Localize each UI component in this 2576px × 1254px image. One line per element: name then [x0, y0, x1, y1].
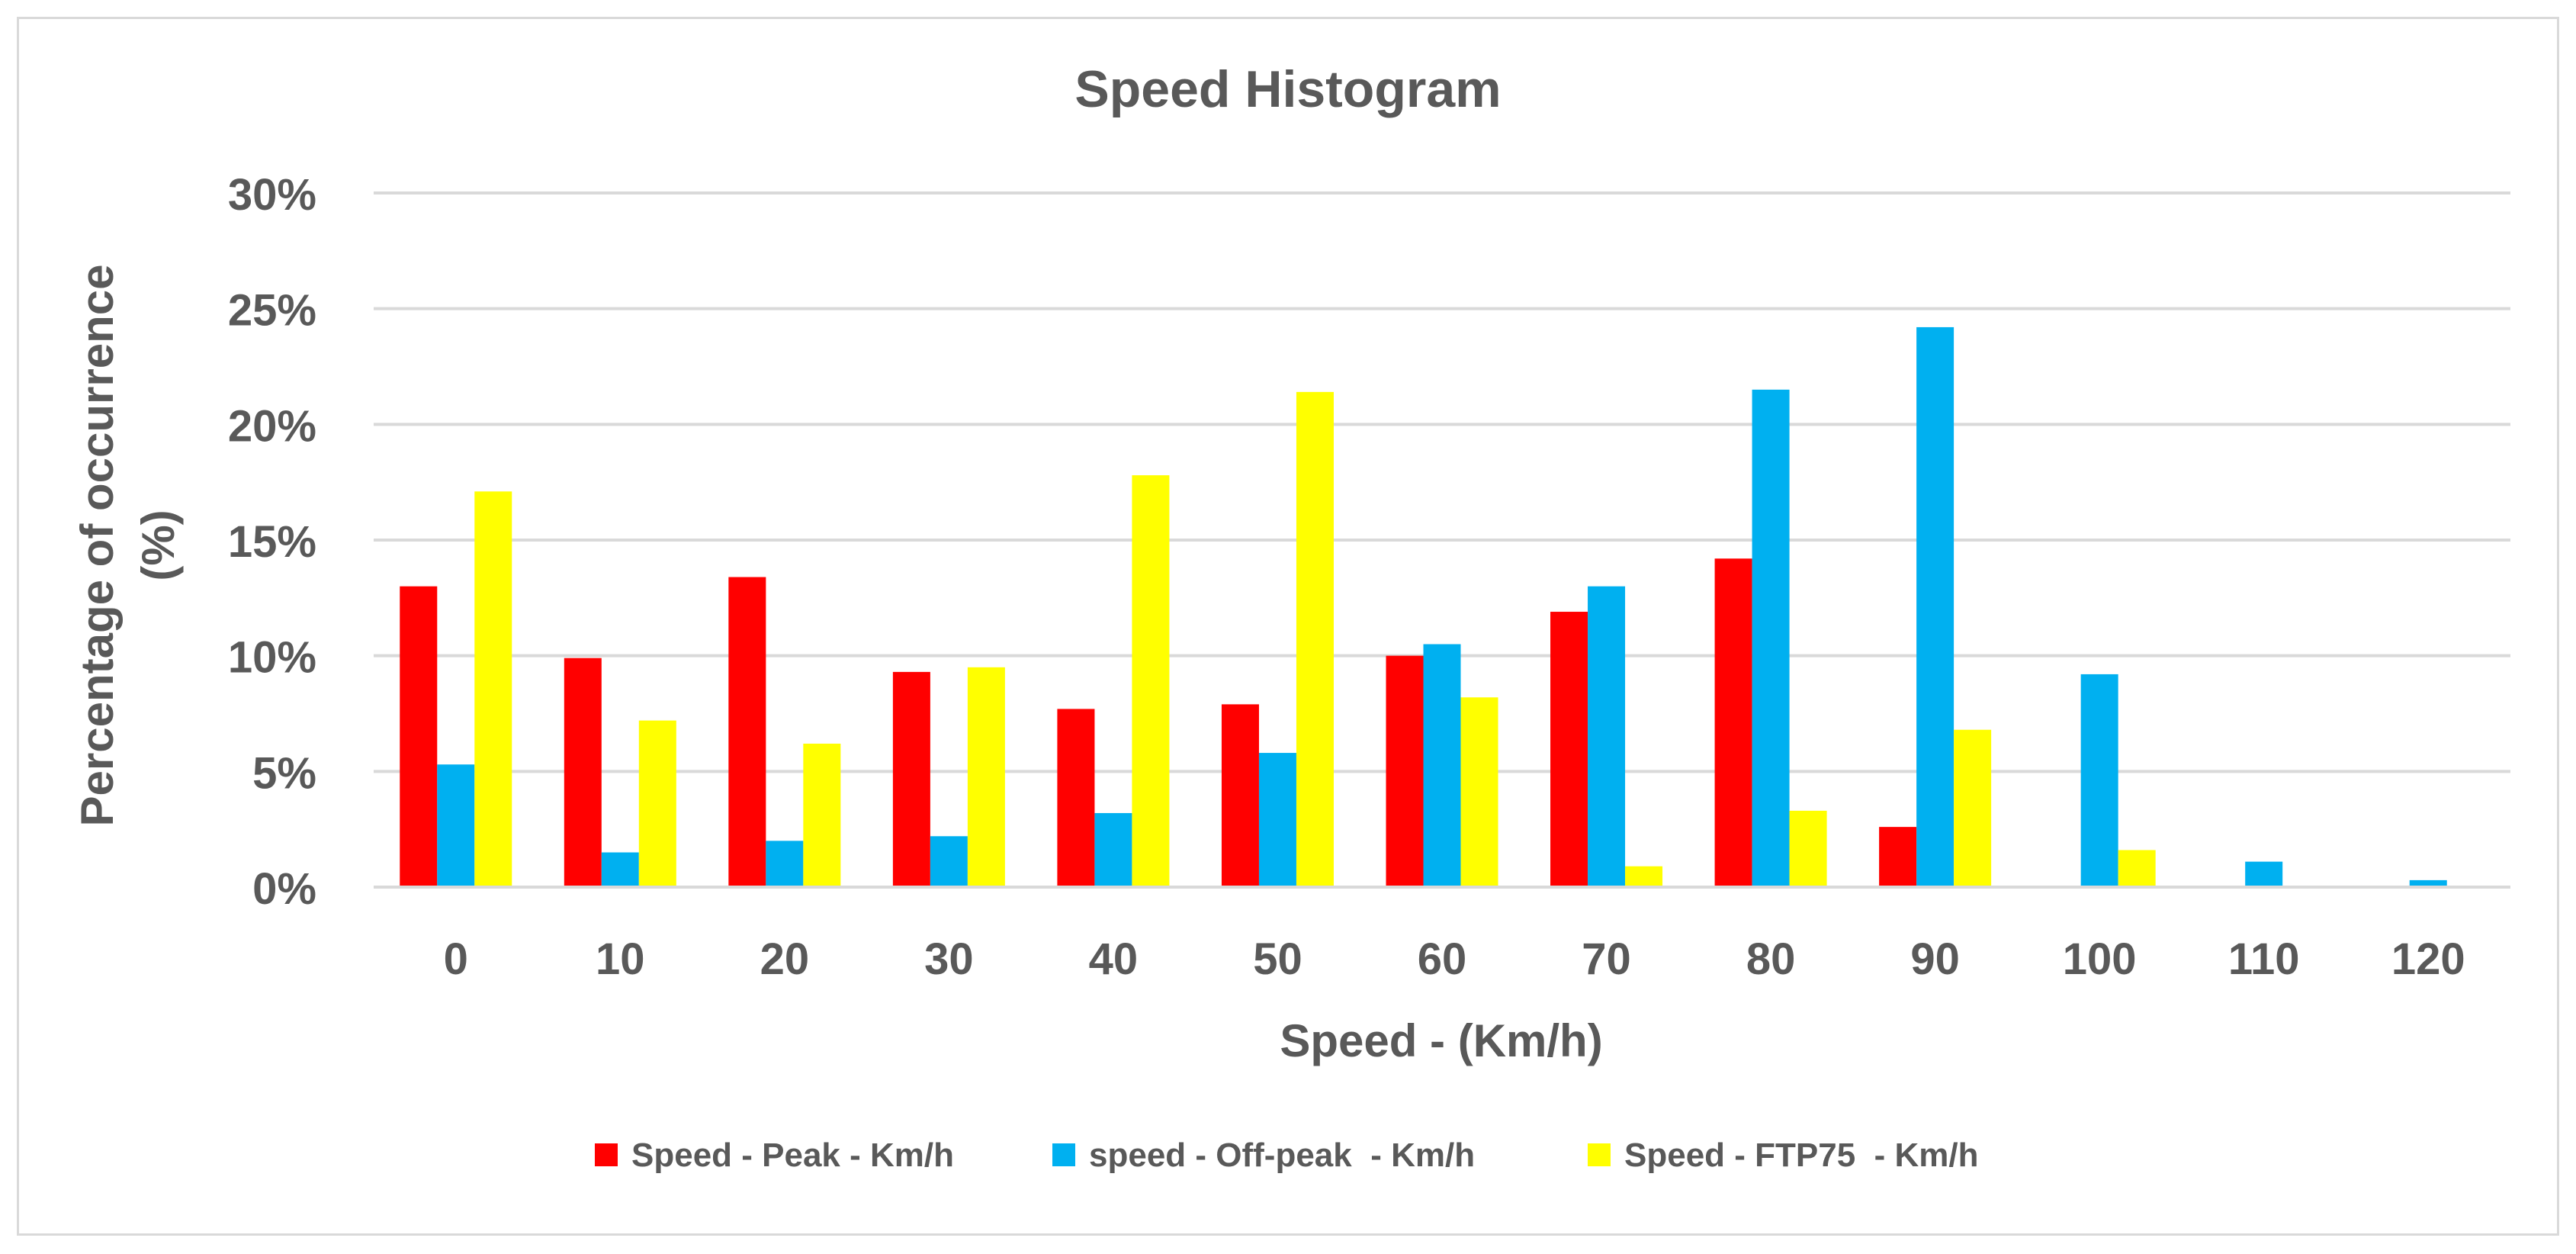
- bar: [930, 836, 968, 887]
- bar: [1879, 827, 1917, 887]
- bar: [1588, 586, 1626, 887]
- y-tick-label: 25%: [228, 286, 316, 336]
- x-tick-label: 120: [2391, 934, 2465, 984]
- legend-label: Speed - Peak - Km/h: [631, 1137, 954, 1174]
- bar: [1057, 709, 1095, 887]
- bar: [1258, 753, 1296, 887]
- bar: [967, 667, 1005, 887]
- y-tick-label: 15%: [228, 517, 316, 567]
- bar: [728, 577, 766, 887]
- bar: [1094, 812, 1132, 887]
- bar: [2080, 674, 2118, 887]
- y-tick-label: 30%: [228, 170, 316, 220]
- bar: [564, 658, 602, 887]
- bar: [1386, 655, 1424, 887]
- bar: [1221, 704, 1259, 887]
- bar: [601, 852, 639, 887]
- bar: [1460, 697, 1498, 887]
- bar: [892, 671, 930, 887]
- y-axis-title: Percentage of occurrence (%): [72, 265, 184, 827]
- y-axis-title-line-1: Percentage of occurrence: [72, 265, 123, 827]
- bar: [1789, 810, 1827, 887]
- x-tick-label: 40: [1089, 934, 1139, 984]
- bar: [2245, 861, 2283, 887]
- bar: [1625, 866, 1663, 887]
- y-tick-label: 0%: [252, 864, 316, 914]
- y-tick-label: 5%: [252, 748, 316, 798]
- y-tick-label: 20%: [228, 401, 316, 451]
- x-tick-label: 80: [1746, 934, 1796, 984]
- bar: [638, 720, 676, 887]
- bar: [400, 586, 438, 887]
- bar: [1714, 558, 1752, 887]
- legend-swatch: [1588, 1143, 1611, 1166]
- x-tick-label: 10: [596, 934, 645, 984]
- legend-label: Speed - FTP75 - Km/h: [1624, 1137, 1979, 1174]
- y-tick-label: 10%: [228, 633, 316, 683]
- bar: [1954, 729, 1992, 887]
- bar: [2409, 879, 2447, 887]
- y-axis-ticks: 0% 5% 10% 15% 20% 25% 30%: [228, 170, 316, 914]
- legend-label: speed - Off-peak - Km/h: [1089, 1137, 1475, 1174]
- y-axis-title-line-2: (%): [133, 510, 184, 580]
- bar: [1752, 389, 1790, 887]
- x-tick-label: 100: [2063, 934, 2137, 984]
- bar: [766, 841, 804, 887]
- legend-swatch: [1052, 1143, 1075, 1166]
- x-tick-label: 90: [1910, 934, 1960, 984]
- x-axis-ticks: 0 10 20 30 40 50 60 70 80 90 100 110 120: [444, 934, 2465, 984]
- bars: [400, 326, 2447, 887]
- x-tick-label: 50: [1253, 934, 1302, 984]
- x-tick-label: 20: [760, 934, 810, 984]
- bar: [437, 764, 475, 887]
- chart-frame: [17, 17, 2559, 1236]
- bar: [2118, 850, 2156, 887]
- x-tick-label: 0: [444, 934, 468, 984]
- bar: [1132, 475, 1170, 887]
- x-tick-label: 60: [1418, 934, 1467, 984]
- chart-title: Speed Histogram: [1074, 60, 1501, 118]
- x-tick-label: 30: [924, 934, 974, 984]
- bar: [1916, 326, 1954, 887]
- x-axis-title: Speed - (Km/h): [1280, 1015, 1602, 1066]
- bar: [1423, 644, 1461, 887]
- bar: [474, 491, 512, 887]
- bar: [803, 743, 841, 887]
- x-tick-label: 110: [2228, 934, 2300, 984]
- x-tick-label: 70: [1582, 934, 1631, 984]
- legend: Speed - Peak - Km/h speed - Off-peak - Km…: [595, 1137, 1979, 1174]
- bar: [1296, 391, 1334, 887]
- bar: [1550, 612, 1588, 887]
- legend-swatch: [595, 1143, 618, 1166]
